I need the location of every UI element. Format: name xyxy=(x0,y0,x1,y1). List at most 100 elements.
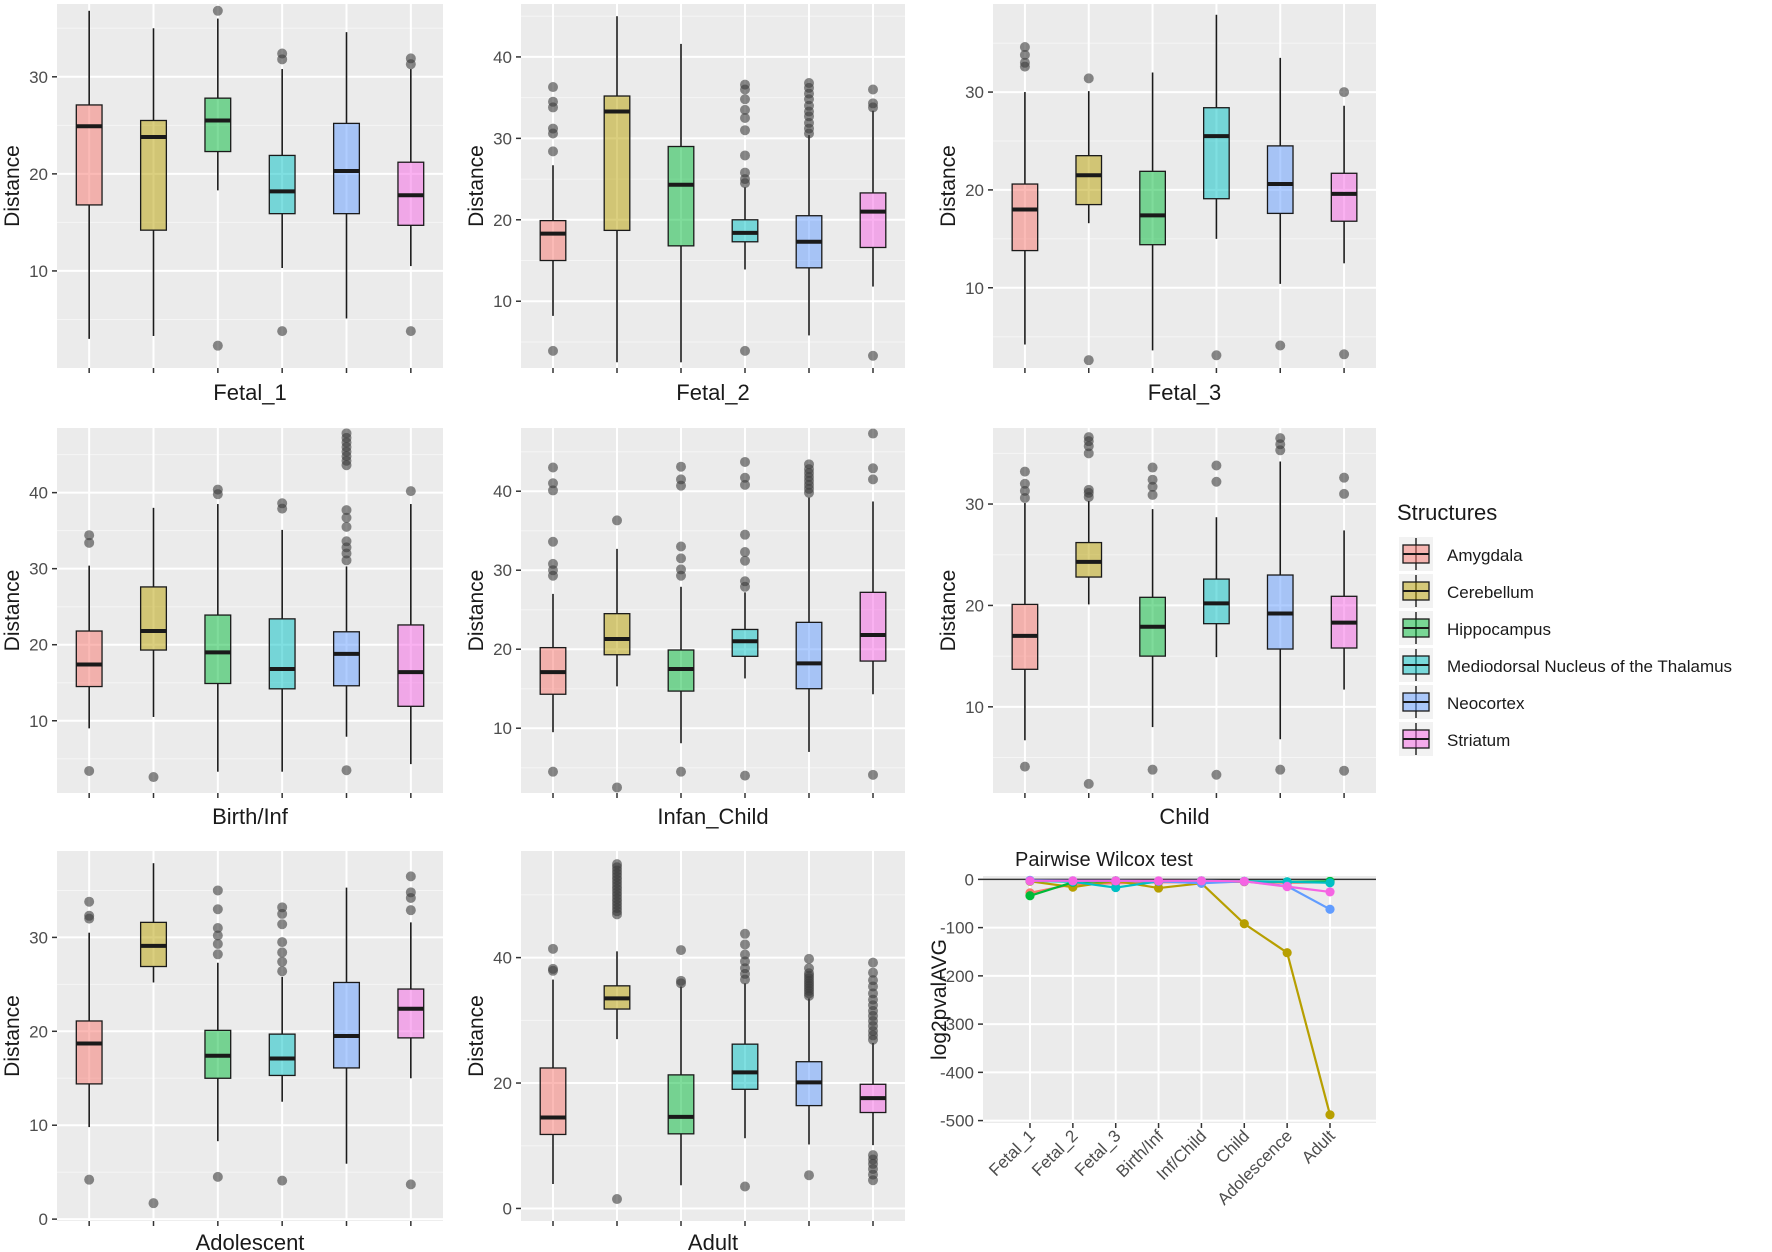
box-mediodorsal-nucleus-of-the-thalamus xyxy=(1203,14,1230,361)
outlier-point xyxy=(740,345,750,356)
outlier-point xyxy=(1211,460,1222,471)
legend-label: Mediodorsal Nucleus of the Thalamus xyxy=(1447,657,1732,676)
outlier-point xyxy=(212,5,223,16)
box-mediodorsal-nucleus-of-the-thalamus xyxy=(268,498,296,772)
y-tick-label: 20 xyxy=(29,165,48,184)
panel-background xyxy=(983,876,1376,1123)
panel-title: Child xyxy=(1159,804,1209,829)
box-cerebellum xyxy=(1075,432,1103,789)
legend-items: Amygdala Cerebellum Hippocampus Mediodorsal… xyxy=(1399,537,1732,756)
outlier-point xyxy=(740,167,750,178)
box-striatum xyxy=(1330,472,1358,776)
box-amygdala xyxy=(1011,42,1039,345)
outlier-point xyxy=(277,498,288,509)
y-axis-label: log2pvalAVG xyxy=(928,939,951,1060)
panel-title: Fetal_2 xyxy=(676,380,749,405)
y-tick-label: 10 xyxy=(29,712,48,731)
legend-item-hippocampus: Hippocampus xyxy=(1399,611,1551,645)
outlier-point xyxy=(277,1175,288,1186)
y-tick-label: -300 xyxy=(940,1015,974,1034)
series-point xyxy=(1196,876,1207,886)
outlier-point xyxy=(405,887,416,898)
outlier-point xyxy=(1019,466,1030,477)
outlier-point xyxy=(1147,481,1158,492)
outlier-point xyxy=(212,885,223,896)
box-neocortex xyxy=(795,953,823,1181)
y-tick-label: 20 xyxy=(965,596,984,615)
y-tick-label: 40 xyxy=(493,48,512,67)
outlier-point xyxy=(341,428,352,439)
y-tick-label: 20 xyxy=(493,1074,512,1093)
box-mediodorsal-nucleus-of-the-thalamus xyxy=(731,456,759,781)
box-iqr xyxy=(603,613,631,656)
legend-item-mediodorsal-nucleus-of-the-thalamus: Mediodorsal Nucleus of the Thalamus xyxy=(1399,648,1732,682)
box-mediodorsal-nucleus-of-the-thalamus xyxy=(731,79,759,356)
box-iqr xyxy=(75,1020,103,1085)
outlier-point xyxy=(676,766,686,777)
outlier-point xyxy=(1339,765,1350,776)
outlier-point xyxy=(868,98,878,109)
outlier-point xyxy=(1019,761,1030,772)
box-hippocampus xyxy=(667,461,695,777)
box-iqr xyxy=(731,219,759,243)
legend-item-amygdala: Amygdala xyxy=(1399,537,1523,571)
box-striatum xyxy=(859,84,887,361)
outlier-point xyxy=(740,456,750,467)
outlier-point xyxy=(676,975,686,986)
outlier-point xyxy=(868,350,878,361)
box-cerebellum xyxy=(603,859,631,1205)
box-iqr xyxy=(1203,107,1230,200)
y-tick-label: 10 xyxy=(493,292,512,311)
box-iqr xyxy=(667,1074,695,1135)
box-hippocampus xyxy=(667,945,695,1186)
outlier-point xyxy=(212,1171,223,1182)
outlier-point xyxy=(612,515,622,526)
box-iqr xyxy=(332,122,361,215)
box-iqr xyxy=(332,631,361,687)
outlier-point xyxy=(212,340,223,351)
y-tick-label: 40 xyxy=(493,482,512,501)
outlier-point xyxy=(548,766,558,777)
series-point xyxy=(1025,891,1035,901)
outlier-point xyxy=(548,462,558,473)
outlier-point xyxy=(1019,492,1030,503)
outlier-point xyxy=(676,945,686,956)
outlier-point xyxy=(868,84,878,95)
y-tick-label: 10 xyxy=(29,262,48,281)
outlier-point xyxy=(1275,433,1286,444)
outlier-point xyxy=(740,79,750,90)
outlier-point xyxy=(740,547,750,558)
box-iqr xyxy=(1075,541,1103,578)
outlier-point xyxy=(740,150,750,161)
box-mediodorsal-nucleus-of-the-thalamus xyxy=(268,902,296,1186)
legend-label: Hippocampus xyxy=(1447,620,1551,639)
outlier-point xyxy=(548,82,558,93)
y-tick-label: 30 xyxy=(965,83,984,102)
outlier-point xyxy=(341,521,352,532)
outlier-point xyxy=(804,77,814,88)
outlier-point xyxy=(212,923,223,934)
outlier-point xyxy=(1019,57,1030,68)
outlier-point xyxy=(548,478,558,489)
outlier-point xyxy=(740,113,750,124)
box-hippocampus xyxy=(667,43,695,363)
outlier-point xyxy=(868,967,878,978)
legend-label: Cerebellum xyxy=(1447,583,1534,602)
box-amygdala xyxy=(539,943,567,1184)
outlier-point xyxy=(548,345,558,356)
box-iqr xyxy=(75,630,103,688)
legend: Structures Amygdala Cerebellum Hippocampus… xyxy=(1397,500,1732,756)
box-cerebellum xyxy=(603,16,631,363)
box-iqr xyxy=(1203,578,1230,625)
y-tick-label: 10 xyxy=(965,279,984,298)
series-point xyxy=(1068,876,1078,886)
outlier-point xyxy=(277,326,288,337)
outlier-point xyxy=(868,957,878,968)
outlier-point xyxy=(1275,340,1286,351)
panels: 10 20 30 Fetal_1 Distance 10 20 30 40 Fetal_2 Dist… xyxy=(1,4,1376,1252)
outlier-point xyxy=(548,96,558,107)
outlier-point xyxy=(740,928,750,939)
outlier-point xyxy=(548,485,558,496)
outlier-point xyxy=(740,104,750,115)
boxplot-panel-adolescent: 0 10 20 30 Adolescent Distance xyxy=(1,851,443,1252)
